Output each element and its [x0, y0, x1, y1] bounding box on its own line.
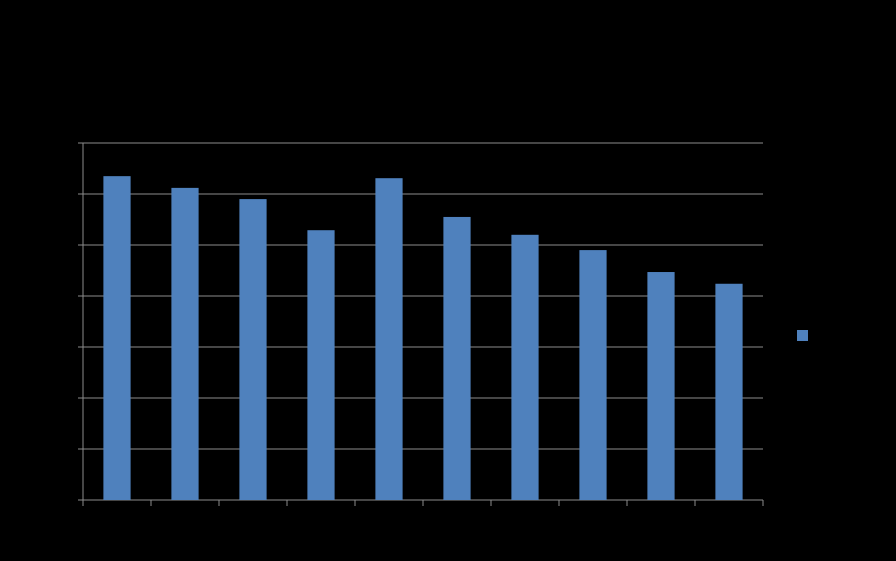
legend-marker: [797, 330, 808, 341]
bar: [307, 230, 335, 500]
bar: [239, 199, 267, 500]
bar: [511, 234, 539, 501]
bar: [647, 272, 675, 500]
bar: [715, 283, 743, 500]
bar: [579, 250, 607, 500]
bar: [103, 176, 131, 500]
bar: [171, 187, 199, 500]
bar: [443, 216, 471, 500]
bar: [375, 178, 403, 500]
